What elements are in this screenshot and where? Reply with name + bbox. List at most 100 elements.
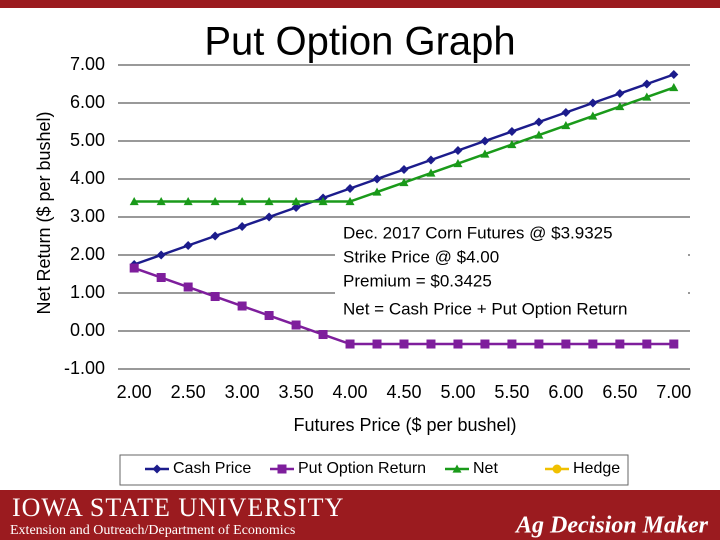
marker xyxy=(399,165,409,174)
y-tick-label: 7.00 xyxy=(70,54,105,74)
marker xyxy=(183,197,193,206)
marker xyxy=(210,197,220,206)
x-tick-label: 5.50 xyxy=(494,382,529,402)
university-name: IOWA STATE UNIVERSITY xyxy=(12,493,344,522)
marker xyxy=(264,212,274,222)
x-tick-label: 3.00 xyxy=(225,382,260,402)
department: Extension and Outreach/Department of Eco… xyxy=(10,523,295,538)
marker xyxy=(552,464,562,474)
legend-label: Hedge xyxy=(573,460,620,477)
marker xyxy=(480,136,490,146)
marker xyxy=(615,102,625,111)
marker xyxy=(399,339,409,349)
marker xyxy=(156,250,166,260)
marker xyxy=(642,339,652,349)
brand: Ag Decision Maker xyxy=(514,513,709,539)
marker xyxy=(453,159,463,168)
marker xyxy=(345,197,355,206)
marker xyxy=(615,89,625,98)
y-tick-label: -1.00 xyxy=(64,358,105,378)
marker xyxy=(372,187,382,196)
marker xyxy=(237,222,247,231)
marker xyxy=(426,168,436,177)
marker xyxy=(291,203,301,212)
y-tick-label: 5.00 xyxy=(70,130,105,150)
marker xyxy=(642,92,652,101)
plot: -1.00 0.00 1.00 2.00 3.00 4.00 5.00 6.00 7.00 2.0… xyxy=(64,54,691,402)
x-tick-label: 4.50 xyxy=(386,382,421,402)
legend: Cash Price Put Option Return Net Hedge xyxy=(145,460,620,477)
x-tick-label: 4.00 xyxy=(333,382,368,402)
marker xyxy=(561,121,571,130)
marker xyxy=(669,83,679,92)
x-tick-label: 2.50 xyxy=(171,382,206,402)
y-tick-label: 2.00 xyxy=(70,244,105,264)
y-tick-label: 3.00 xyxy=(70,206,105,226)
marker xyxy=(452,464,462,473)
marker xyxy=(426,155,436,165)
marker xyxy=(588,111,598,120)
marker xyxy=(480,149,490,158)
marker xyxy=(669,339,679,349)
x-tick-label: 5.00 xyxy=(440,382,475,402)
marker xyxy=(588,339,598,349)
marker xyxy=(277,464,287,474)
marker xyxy=(453,339,463,349)
chart-title: Put Option Graph xyxy=(204,20,515,64)
marker xyxy=(507,127,517,136)
y-tick-label: 1.00 xyxy=(70,282,105,302)
marker xyxy=(237,301,247,311)
legend-box xyxy=(119,454,629,486)
marker xyxy=(291,197,301,206)
marker xyxy=(561,339,571,349)
marker xyxy=(291,320,301,330)
annotation: Dec. 2017 Corn Futures @ $3.9325 xyxy=(343,223,613,242)
marker xyxy=(318,330,328,340)
x-tick-label: 2.00 xyxy=(117,382,152,402)
marker xyxy=(152,464,162,474)
marker xyxy=(507,140,517,149)
marker xyxy=(480,339,490,349)
marker xyxy=(507,339,517,349)
x-tick-label: 7.00 xyxy=(656,382,691,402)
annotation-box xyxy=(335,218,688,322)
marker xyxy=(156,197,166,206)
legend-label: Put Option Return xyxy=(298,460,426,477)
marker xyxy=(615,339,625,349)
marker xyxy=(237,197,247,206)
marker xyxy=(372,174,382,184)
marker xyxy=(210,231,220,241)
marker xyxy=(372,339,382,349)
top-band xyxy=(0,0,720,8)
marker xyxy=(399,178,409,187)
marker xyxy=(453,146,463,155)
annotation: Strike Price @ $4.00 xyxy=(343,247,499,266)
marker xyxy=(426,339,436,349)
marker xyxy=(534,117,544,127)
y-tick-label: 0.00 xyxy=(70,320,105,340)
marker xyxy=(534,339,544,349)
annotation: Net = Cash Price + Put Option Return xyxy=(343,299,627,318)
x-tick-label: 6.00 xyxy=(548,382,583,402)
y-axis-title: Net Return ($ per bushel) xyxy=(34,111,54,314)
marker xyxy=(264,311,274,321)
marker xyxy=(561,108,571,117)
marker xyxy=(156,273,166,283)
x-tick-label: 3.50 xyxy=(279,382,314,402)
marker xyxy=(183,282,193,292)
x-tick-label: 6.50 xyxy=(602,382,637,402)
marker xyxy=(345,184,355,193)
marker xyxy=(210,292,220,302)
marker xyxy=(318,197,328,206)
marker xyxy=(129,263,139,273)
marker xyxy=(642,79,652,89)
marker xyxy=(264,197,274,206)
marker xyxy=(588,98,598,108)
marker xyxy=(534,130,544,139)
marker xyxy=(183,241,193,250)
marker xyxy=(345,339,355,349)
annotation: Premium = $0.3425 xyxy=(343,271,492,290)
x-axis-title: Futures Price ($ per bushel) xyxy=(293,415,516,435)
footer-band xyxy=(0,490,720,540)
